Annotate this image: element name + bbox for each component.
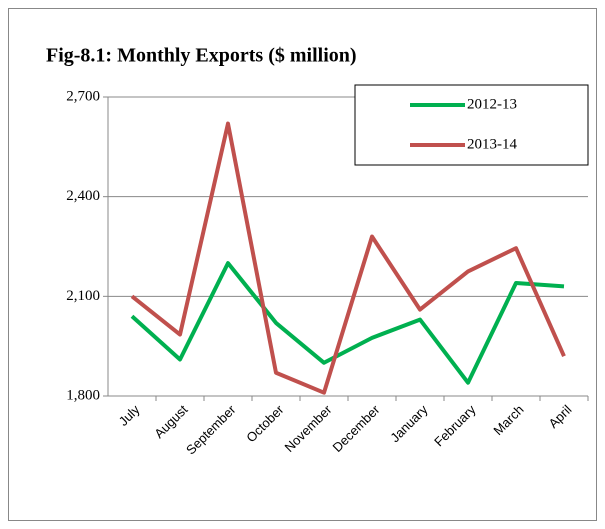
y-tick-label: 2,100 bbox=[66, 288, 100, 304]
y-tick-label: 1,800 bbox=[66, 387, 100, 403]
y-tick-label: 2,700 bbox=[66, 88, 100, 104]
y-tick-label: 2,400 bbox=[66, 188, 100, 204]
data-line bbox=[130, 121, 566, 395]
chart-title: Fig-8.1: Monthly Exports ($ million) bbox=[46, 45, 357, 67]
legend-box bbox=[354, 84, 589, 166]
legend-label: 2013-14 bbox=[467, 136, 517, 152]
data-line bbox=[130, 261, 565, 385]
legend-label: 2012-13 bbox=[467, 96, 517, 112]
